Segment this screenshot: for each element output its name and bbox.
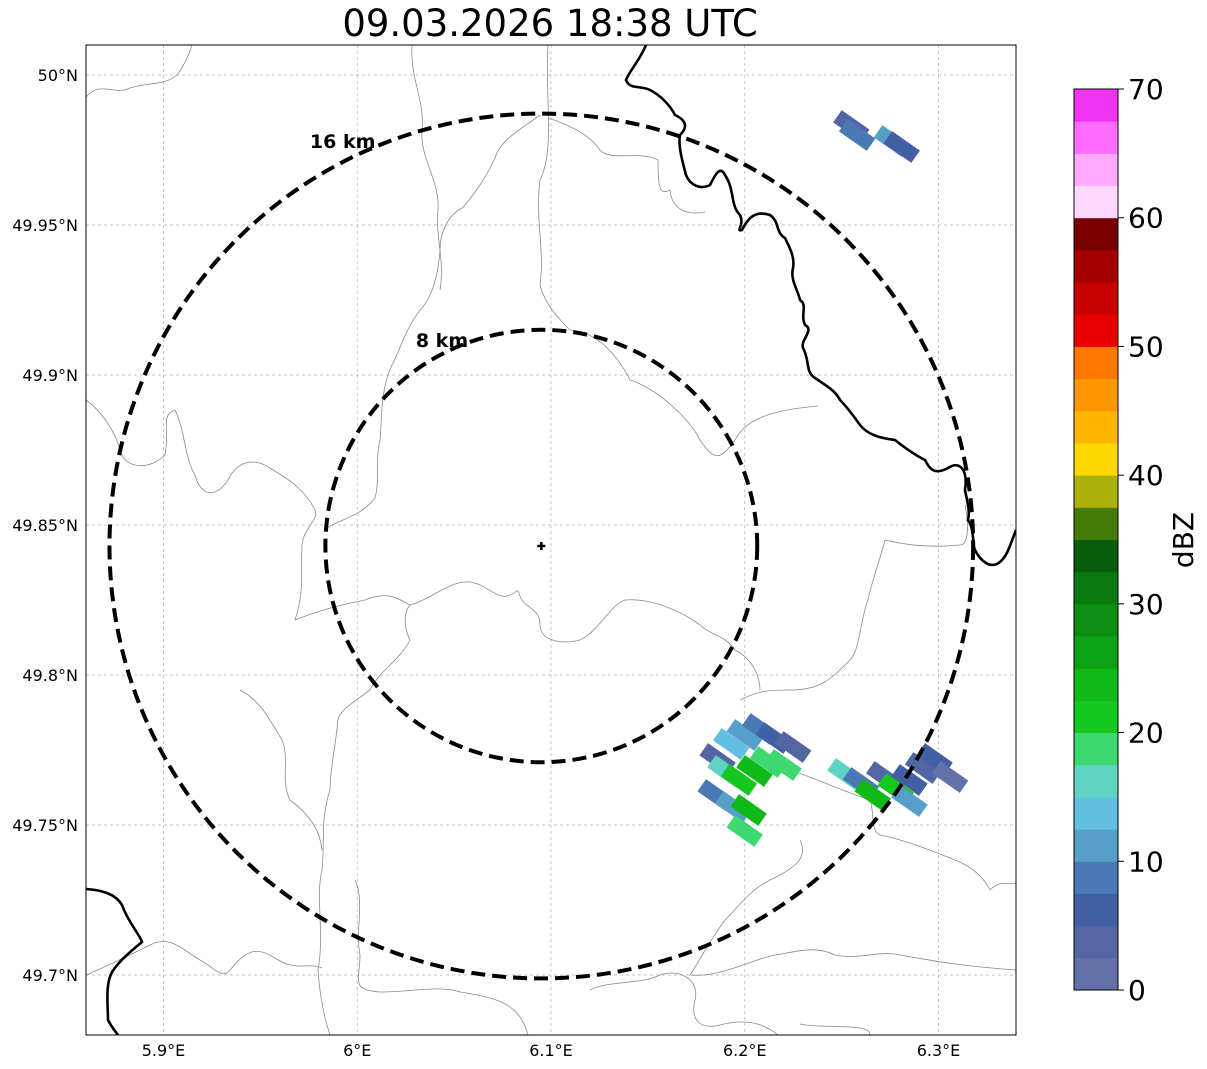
colorbar-segment [1074,442,1118,476]
colorbar-segment [1074,539,1118,573]
reflectivity-echoes [697,110,969,847]
colorbar-tick-label: 30 [1128,588,1164,621]
reflectivity-cell [736,755,773,787]
reflectivity-cell [712,728,750,760]
colorbar-segment [1074,314,1118,347]
gridlines [86,45,1016,1035]
range-ring-label: 16 km [310,131,376,153]
colorbar-tick-label: 20 [1128,717,1164,750]
reflectivity-cell [765,749,802,781]
colorbar-segment [1074,153,1118,187]
colorbar-segment [1074,764,1118,798]
lat-tick-label: 49.75°N [12,816,78,835]
reflectivity-cell [720,764,758,796]
colorbar-segment [1074,957,1118,991]
range-ring-label: 8 km [416,330,468,352]
reflectivity-cell [904,752,942,784]
boundary-upper-center [538,45,819,457]
lon-tick-label: 6.3°E [917,1041,961,1060]
range-ring [107,111,976,981]
lat-tick-label: 49.7°N [22,966,78,985]
colorbar-segment [1074,89,1118,122]
boundary-south-center [354,879,529,1035]
colorbar-segment [1074,507,1118,540]
lat-tick-label: 49.9°N [22,366,78,385]
national-borders [86,45,1016,1035]
colorbar-segment [1074,185,1118,219]
lat-tick-label: 49.85°N [12,516,78,535]
colorbar-segment [1074,249,1118,283]
boundary-east [739,539,886,701]
lon-tick-label: 6.2°E [723,1041,767,1060]
radar-site-marker [537,542,546,550]
lat-tick-label: 50°N [38,66,78,85]
boundary-upper-right [547,117,706,214]
map-title: 09.03.2026 18:38 UTC [342,2,758,45]
boundary-north-central [324,114,541,531]
border-germany-north [624,45,1016,567]
boundary-west-lower [239,689,323,851]
lon-tick-label: 6°E [343,1041,371,1060]
boundary-southeast [789,769,1016,891]
boundary-southwest [86,941,323,976]
boundary-border-center [409,581,761,691]
lat-tick-label: 49.95°N [12,216,78,235]
reflectivity-cell [726,815,763,847]
range-ring [323,327,760,765]
colorbar-segment [1074,475,1118,508]
colorbar-segment [1074,346,1118,380]
border-belgium-southwest [86,887,144,1035]
reflectivity-cell [730,794,767,826]
colorbar-segment [1074,700,1118,734]
colorbar-segment [1074,732,1118,766]
range-rings: 8 km 16 km [107,111,976,981]
colorbar-segment [1074,121,1118,154]
reflectivity-cell [891,785,928,817]
colorbar-segment [1074,861,1118,894]
colorbar-segment [1074,410,1118,444]
axis-ticks: 5.9°E 6°E 6.1°E 6.2°E 6.3°E 49.7°N 49.75°N 49.8… [12,66,960,1060]
reflectivity-cell [931,761,969,793]
boundary-south-east [589,972,779,1035]
colorbar-segment [1074,571,1118,605]
colorbar: 0 10 20 30 40 50 60 70 dBZ [1073,73,1200,1007]
colorbar-segment [1074,796,1118,830]
colorbar-label: dBZ [1167,512,1200,568]
colorbar-tick-label: 10 [1128,845,1164,878]
colorbar-tick-label: 0 [1128,974,1146,1007]
colorbar-frame [1073,88,1119,991]
colorbar-segment [1074,893,1118,927]
colorbar-tick-label: 70 [1128,73,1164,106]
boundary-west [86,399,317,621]
lon-tick-label: 5.9°E [142,1041,186,1060]
colorbar-tick-label: 60 [1128,202,1164,235]
reflectivity-cell [774,731,812,763]
colorbar-segment [1074,603,1118,637]
lon-tick-label: 6.1°E [529,1041,573,1060]
colorbar-segment [1074,668,1118,701]
reflectivity-cell [838,119,876,151]
colorbar-segment [1074,282,1118,315]
boundary-east-border [884,504,968,547]
reflectivity-cell [883,131,920,163]
boundary-south-southeast [689,839,1016,976]
colorbar-segment [1074,217,1118,251]
reflectivity-cell [891,764,928,796]
colorbar-tick-label: 50 [1128,330,1164,363]
lat-tick-label: 49.8°N [22,666,78,685]
colorbar-segment [1074,925,1118,959]
reflectivity-cell [854,779,891,811]
boundary-bottom-right [799,1023,871,1035]
colorbar-segment [1074,378,1118,412]
boundary-upper-left [411,45,442,291]
colorbar-segment [1074,829,1118,862]
colorbar-tick-label: 40 [1128,459,1164,492]
colorbar-segment [1074,636,1118,669]
plot-frame [85,44,1017,1036]
boundary-middle-band [294,595,411,1035]
reflectivity-cell [726,719,763,751]
boundary-north-west [86,45,193,98]
